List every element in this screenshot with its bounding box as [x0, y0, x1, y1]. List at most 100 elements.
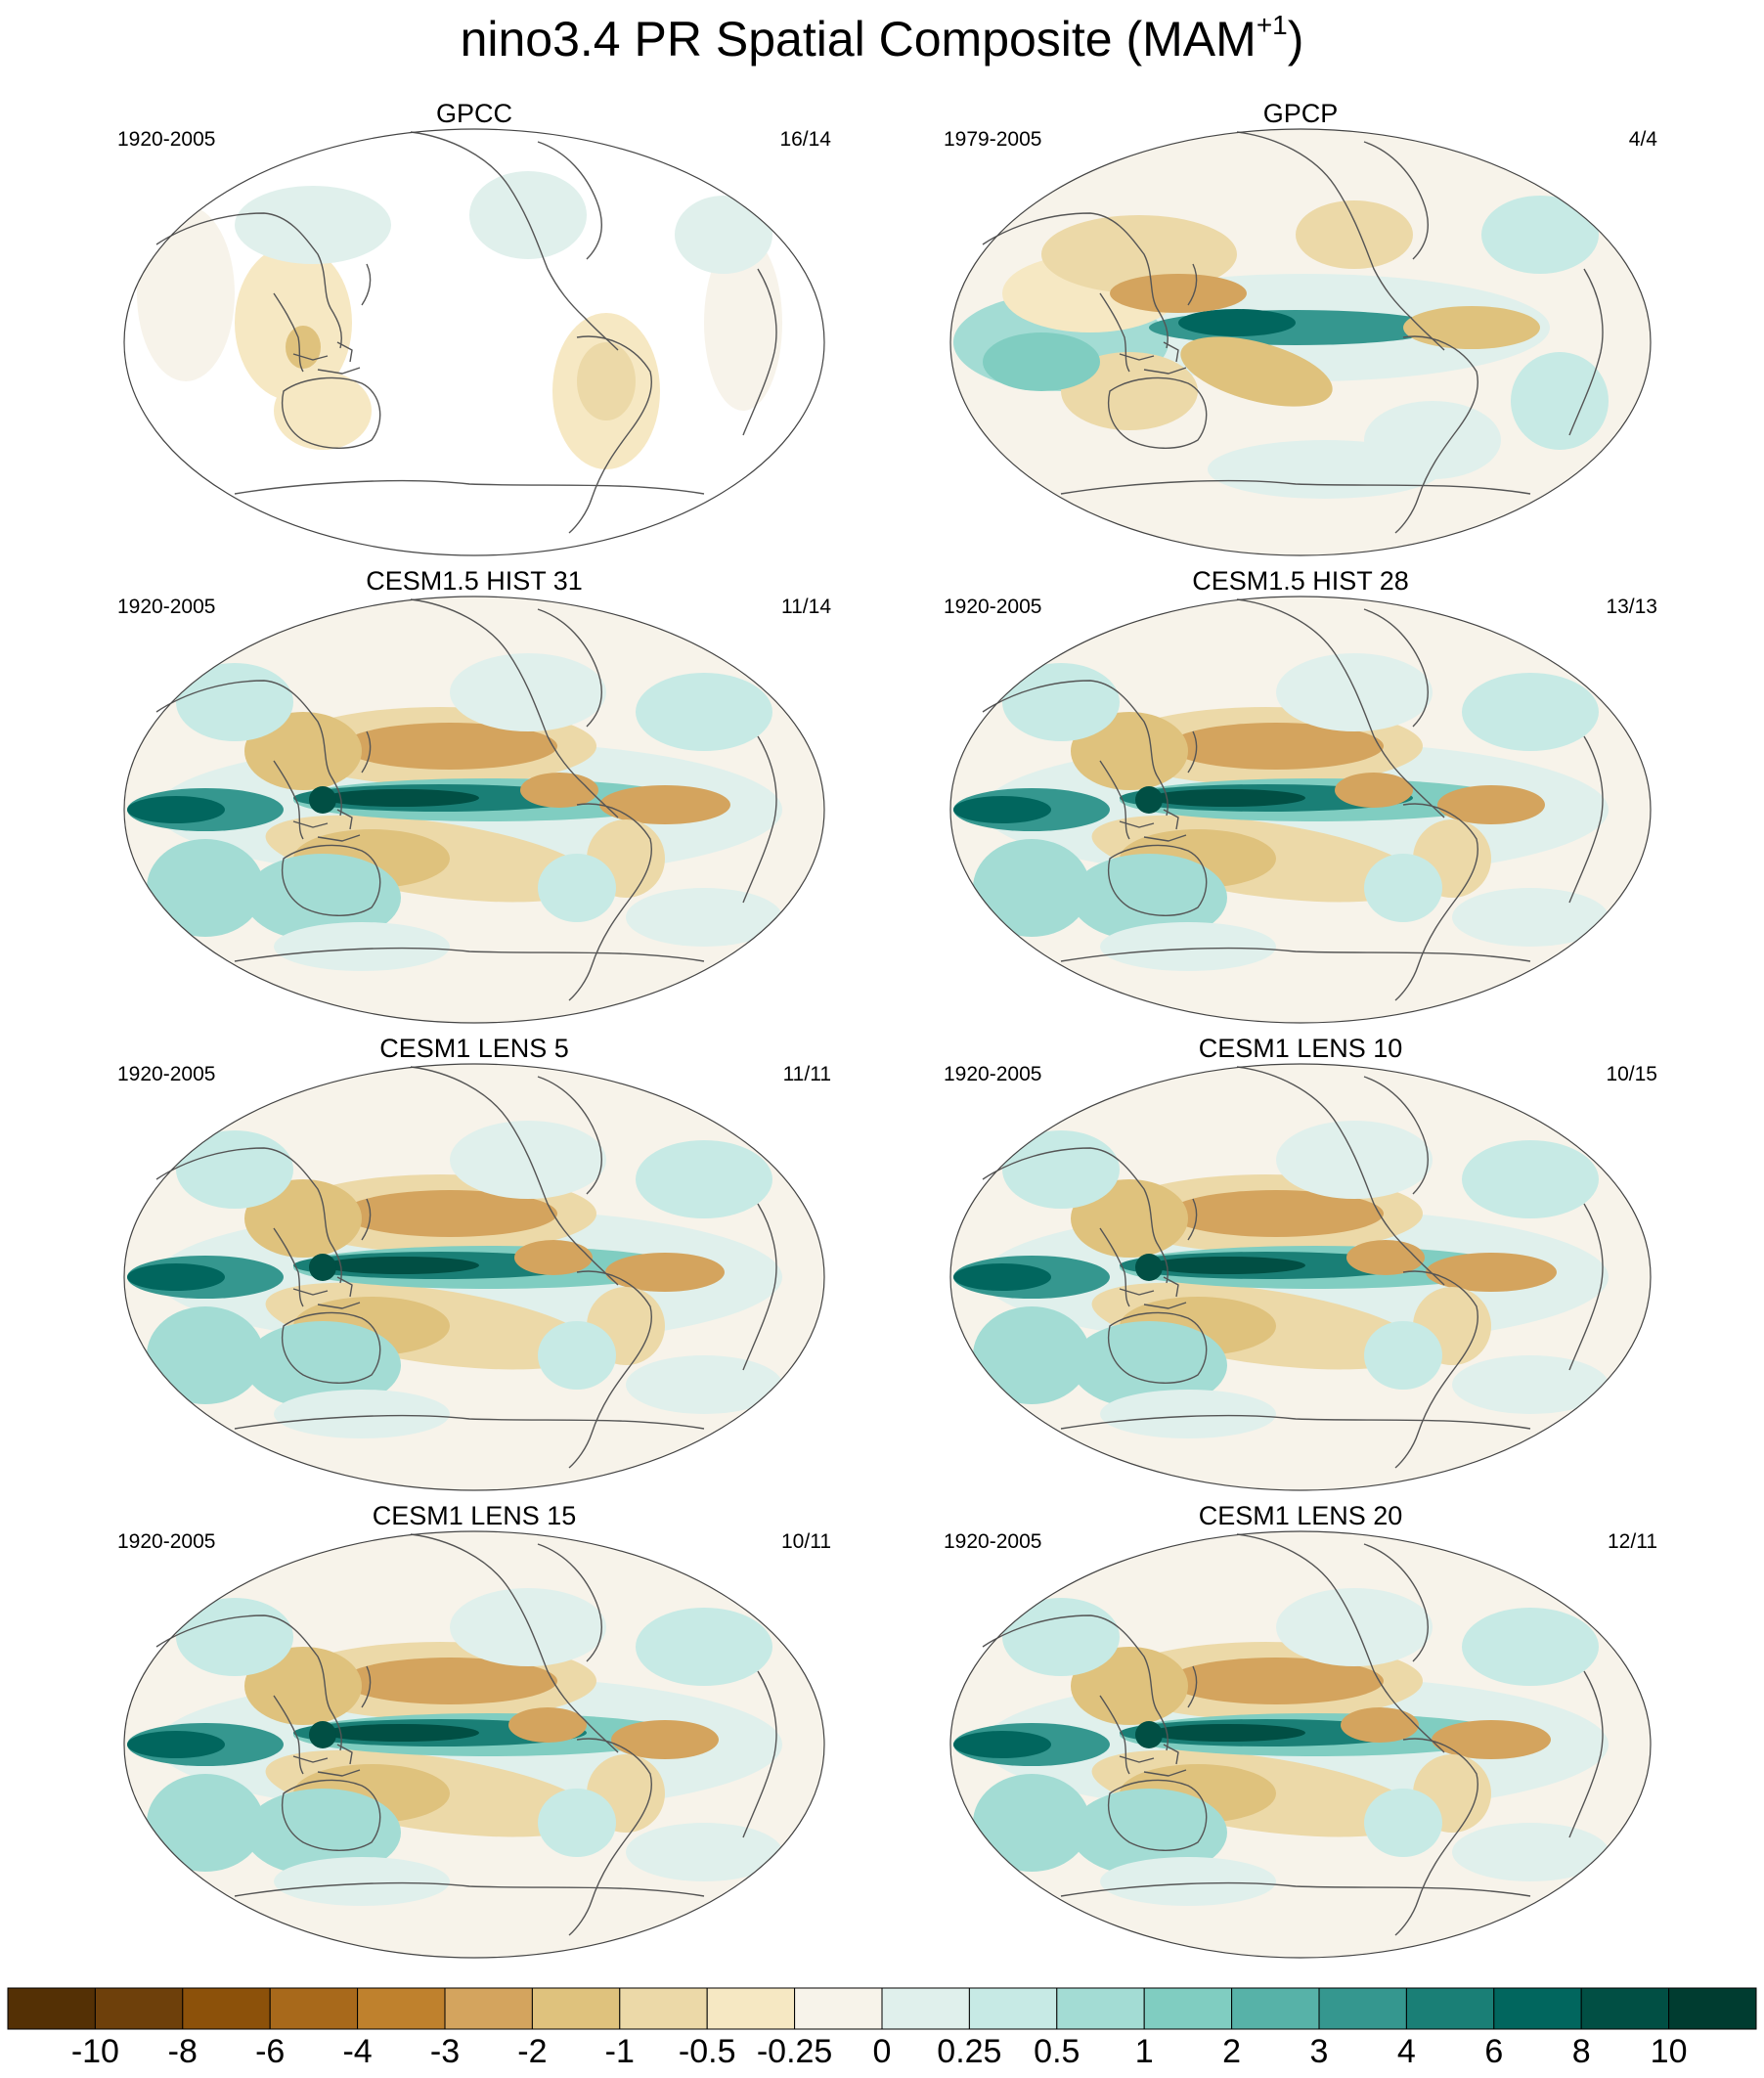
colorbar-tick-label: -8: [167, 2033, 198, 2070]
coastline: [742, 268, 777, 436]
coastline: [1187, 263, 1198, 306]
precip-anomaly-region: [1481, 196, 1599, 274]
coastline: [155, 680, 342, 817]
map-outline: [949, 1063, 1652, 1491]
precip-anomaly-region: [675, 196, 772, 274]
precip-anomaly-region: [611, 1720, 719, 1759]
coastline: [155, 212, 342, 349]
panel-title: GPCC: [435, 99, 512, 128]
map-field: [950, 597, 1651, 1023]
coastline: [742, 735, 777, 904]
coastline: [568, 1738, 652, 1936]
map-outline: [123, 1063, 825, 1491]
precip-anomaly-region: [1135, 786, 1163, 814]
precip-anomaly-region: [1335, 773, 1413, 808]
coastline: [1099, 1695, 1130, 1775]
colorbar-swatch: [357, 1987, 446, 2030]
precip-anomaly-region: [323, 1724, 479, 1742]
precip-anomaly-region: [342, 723, 557, 770]
coastline: [1119, 1744, 1187, 1777]
precip-anomaly-region: [1462, 673, 1599, 751]
precip-anomaly-region: [127, 1263, 225, 1291]
coastline: [282, 1311, 381, 1384]
precip-anomaly-region: [1169, 723, 1384, 770]
coastline: [1568, 1203, 1604, 1371]
coastline: [537, 141, 602, 260]
panel-count: 10/11: [781, 1530, 831, 1553]
precip-anomaly-region: [1364, 854, 1442, 922]
coastline: [1363, 1076, 1429, 1195]
map-field: [124, 1064, 824, 1490]
precip-anomaly-region: [244, 1179, 362, 1258]
coastline: [568, 803, 652, 1001]
colorbar-tick-label: -6: [255, 2033, 286, 2070]
precip-anomaly-region: [953, 796, 1051, 823]
colorbar-swatch: [706, 1987, 796, 2030]
precip-anomaly-region: [274, 372, 372, 450]
colorbar-swatch: [182, 1987, 271, 2030]
precip-anomaly-region: [323, 1257, 479, 1274]
map-field: [124, 1531, 824, 1958]
precip-anomaly-region: [636, 1140, 772, 1218]
panel-title: GPCP: [1262, 99, 1339, 128]
map-panel: CESM1 LENS 15 1920-2005 10/11: [117, 1500, 831, 1960]
precip-anomaly-region: [983, 332, 1100, 391]
panel-count: 16/14: [779, 128, 831, 151]
coastline: [1236, 131, 1445, 351]
precip-anomaly-region: [176, 1598, 293, 1676]
precip-anomaly-region: [1426, 1253, 1557, 1292]
colorbar-tick-label: 3: [1309, 2033, 1329, 2070]
precip-anomaly-region: [636, 1608, 772, 1686]
coastline: [282, 376, 381, 449]
colorbar-tick-label: 2: [1222, 2033, 1242, 2070]
coastline: [982, 212, 1169, 349]
map-outline: [123, 596, 825, 1024]
precip-anomaly-region: [1100, 1857, 1276, 1906]
precip-anomaly-region: [520, 773, 598, 808]
precip-anomaly-region: [538, 1321, 616, 1390]
panel-title: CESM1.5 HIST 28: [1192, 566, 1409, 596]
colorbar-swatch: [1143, 1987, 1233, 2030]
panel-count: 4/4: [1628, 128, 1657, 151]
precip-anomaly-region: [1208, 440, 1442, 499]
precip-anomaly-region: [244, 712, 362, 790]
panel-count: 11/11: [782, 1063, 831, 1085]
coastline: [1568, 1670, 1604, 1838]
precip-anomaly-region: [605, 1253, 725, 1292]
precip-anomaly-region: [1002, 1598, 1120, 1676]
precip-anomaly-region: [538, 854, 616, 922]
coastline: [742, 1203, 777, 1371]
map-panel-plot: [123, 596, 825, 1024]
precip-anomaly-region: [1071, 712, 1188, 790]
map-outline: [949, 596, 1652, 1024]
coastline: [292, 341, 361, 375]
precip-anomaly-region: [1100, 1390, 1276, 1438]
precip-anomaly-region: [1071, 1321, 1227, 1409]
map-outline: [123, 128, 825, 556]
precip-anomaly-region: [973, 1306, 1090, 1404]
panel-title: CESM1 LENS 10: [1198, 1034, 1403, 1063]
coastline: [410, 598, 619, 818]
coastline: [273, 1695, 304, 1775]
precip-anomaly-region: [235, 244, 352, 401]
colorbar-swatch: [968, 1987, 1058, 2030]
precip-anomaly-region: [1110, 274, 1247, 313]
colorbar-tick-label: -0.25: [756, 2033, 833, 2070]
precip-anomaly-region: [274, 922, 450, 971]
precip-anomaly-region: [1452, 888, 1609, 947]
coastline: [1060, 947, 1531, 962]
coastline: [568, 335, 652, 534]
precip-anomaly-region: [1169, 1658, 1384, 1704]
precip-anomaly-region: [626, 1823, 782, 1881]
coastline: [1060, 1414, 1531, 1430]
precip-anomaly-region: [469, 171, 587, 259]
precip-anomaly-region: [953, 1263, 1051, 1291]
panel-title: CESM1 LENS 15: [372, 1501, 577, 1530]
precip-anomaly-region: [1403, 306, 1540, 349]
colorbar-tick-label: -2: [517, 2033, 548, 2070]
precip-anomaly-region: [1149, 1724, 1305, 1742]
map-field: [950, 1531, 1651, 1958]
panel-count: 13/13: [1606, 596, 1657, 618]
panel-period: 1920-2005: [117, 1530, 216, 1553]
coastline: [1099, 760, 1130, 840]
